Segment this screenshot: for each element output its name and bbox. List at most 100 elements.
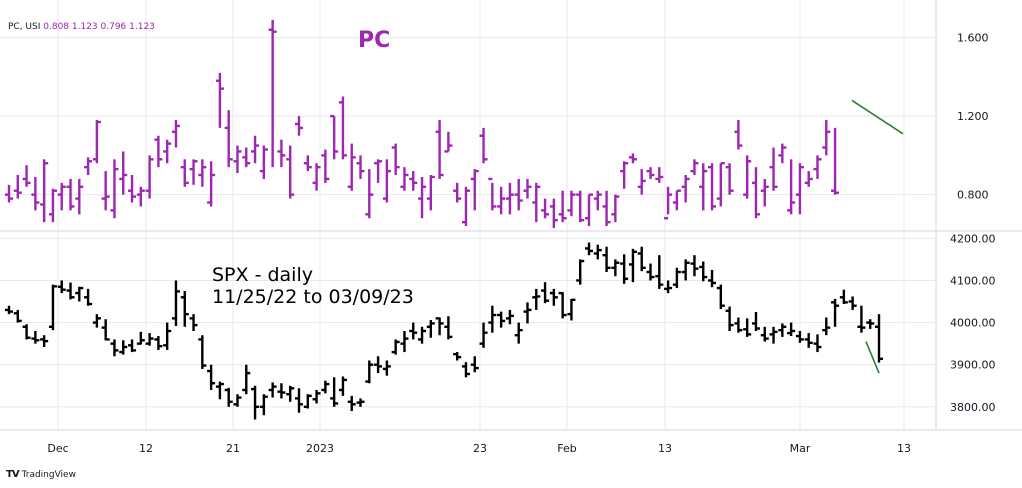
pc-bar xyxy=(13,175,22,199)
pc-title: PC xyxy=(358,28,391,53)
pc-bar xyxy=(708,163,717,211)
pc-bar xyxy=(444,131,453,153)
pc-bar xyxy=(585,193,593,227)
pc-bar xyxy=(716,162,725,207)
spx-bar xyxy=(242,364,251,395)
spx-bar xyxy=(356,398,365,407)
spx-bar xyxy=(207,364,216,390)
pc-bar xyxy=(268,19,277,168)
spx-bar xyxy=(866,319,875,329)
spx-bar xyxy=(268,382,277,398)
time-tick: 21 xyxy=(226,442,240,455)
pc-bar xyxy=(505,182,514,215)
pc-bar xyxy=(681,175,690,203)
pc-bar xyxy=(611,194,620,223)
pc-bar xyxy=(804,171,813,187)
spx-bar xyxy=(857,305,866,333)
spx-bar xyxy=(461,362,470,378)
pc-bar xyxy=(751,167,760,219)
pc-bar xyxy=(391,143,400,176)
spx-bar xyxy=(5,305,13,315)
spx-bar xyxy=(101,319,110,341)
spx-bar xyxy=(128,339,137,353)
pc-bar xyxy=(470,169,479,211)
spx-bar xyxy=(374,356,383,374)
spx-bar xyxy=(180,290,189,327)
pc-bar xyxy=(251,135,260,164)
spx-bar xyxy=(277,383,286,399)
spx-price-tick: 4000.00 xyxy=(950,317,996,330)
pc-bar xyxy=(321,149,330,183)
tradingview-brand[interactable]: TV TradingView xyxy=(6,469,76,480)
spx-bar xyxy=(497,311,506,328)
pc-legend: PC, USI 0.808 1.123 0.796 1.123 xyxy=(8,22,155,32)
spx-bar xyxy=(259,394,268,416)
pc-bar xyxy=(567,190,576,217)
spx-bar xyxy=(444,316,453,340)
spx-bar xyxy=(541,282,550,304)
pc-bar xyxy=(57,182,66,211)
tradingview-logo-icon: TV xyxy=(6,469,20,480)
pc-bar xyxy=(154,135,163,168)
spx-bar xyxy=(435,317,444,336)
pc-bar xyxy=(286,145,295,199)
spx-bar xyxy=(848,296,857,310)
spx-bar xyxy=(778,323,787,337)
spx-bar xyxy=(145,333,154,346)
spx-bar xyxy=(110,339,119,357)
spx-bar xyxy=(795,331,804,343)
pc-bar xyxy=(646,167,655,179)
spx-bar xyxy=(488,305,497,333)
spx-bar xyxy=(743,318,752,337)
pc-bar xyxy=(189,159,198,185)
pc-bar xyxy=(66,178,75,211)
spx-bar xyxy=(426,320,435,338)
pc-bar xyxy=(31,176,40,211)
spx-bar xyxy=(251,385,260,420)
pc-bar xyxy=(620,161,629,189)
pc-bar xyxy=(233,145,242,174)
spx-bar xyxy=(347,395,356,412)
pc-bar xyxy=(356,155,365,179)
spx-bar xyxy=(875,314,883,363)
spx-bar xyxy=(769,326,778,344)
spx-bar xyxy=(716,284,725,310)
pc-bar xyxy=(136,186,145,207)
spx-bar xyxy=(198,335,207,369)
spx-bar xyxy=(760,326,769,342)
pc-bar xyxy=(523,178,532,199)
brand-name: TradingView xyxy=(21,469,76,480)
spx-bar xyxy=(382,360,391,376)
spx-bar xyxy=(585,242,593,256)
pc-bar xyxy=(303,155,312,172)
spx-bar xyxy=(163,322,172,350)
pc-bar xyxy=(813,155,822,179)
pc-bar xyxy=(128,175,137,203)
pc-bar xyxy=(92,120,101,164)
pc-bar xyxy=(400,167,409,191)
spx-bar xyxy=(295,388,303,413)
time-tick: 23 xyxy=(473,442,487,455)
grid-lines xyxy=(0,0,1022,431)
spx-bar xyxy=(567,298,576,321)
spx-bar xyxy=(470,356,479,373)
spx-bar xyxy=(233,394,242,407)
spx-bar xyxy=(751,312,760,331)
pc-bar xyxy=(637,169,646,195)
pc-bar xyxy=(242,147,251,168)
spx-bar xyxy=(224,387,233,407)
spx-bar xyxy=(303,394,312,409)
spx-bar xyxy=(31,331,40,344)
spx-bar xyxy=(699,261,708,282)
spx-bar xyxy=(514,322,523,344)
pc-bar xyxy=(655,167,664,183)
spx-bar xyxy=(338,376,347,396)
spx-bar xyxy=(312,389,321,404)
pc-bar xyxy=(497,186,506,215)
spx-annotation-line1: SPX - daily xyxy=(212,264,313,286)
spx-annotation-line2: 11/25/22 to 03/09/23 xyxy=(212,286,414,308)
spx-bar xyxy=(119,340,128,355)
spx-bar xyxy=(576,259,585,285)
pc-bar xyxy=(576,190,585,223)
pc-bar xyxy=(119,151,128,195)
